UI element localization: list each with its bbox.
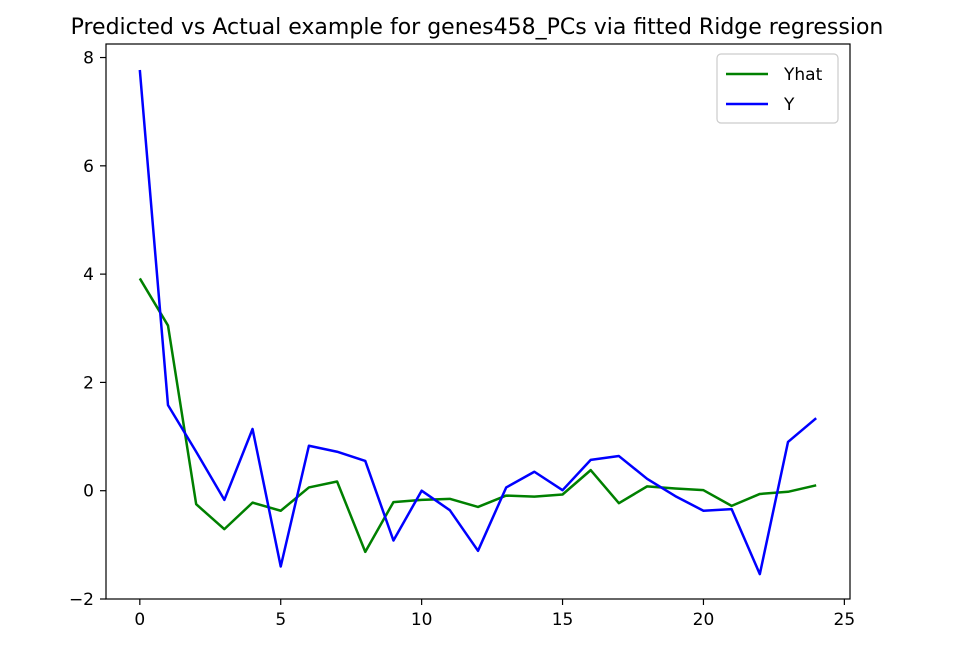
- legend: Yhat Y: [716, 53, 839, 124]
- x-tick-label: 5: [275, 610, 286, 630]
- x-tick-label: 0: [134, 610, 145, 630]
- series-line-yhat: [138, 277, 817, 554]
- ticks-layer: 0 5 10 15 20 25 −2 0 2 4 6 8: [69, 49, 855, 630]
- y-tick-label: 4: [83, 265, 94, 285]
- legend-box: [716, 53, 839, 124]
- x-tick-label: 10: [411, 610, 433, 630]
- x-tick-label: 15: [552, 610, 574, 630]
- series-layer: [138, 69, 817, 576]
- legend-label-yhat: Yhat: [783, 65, 823, 85]
- legend-label-y: Y: [783, 95, 795, 115]
- y-tick-label: 8: [83, 49, 94, 69]
- x-tick-label: 25: [834, 610, 856, 630]
- y-tick-label: 0: [83, 482, 94, 502]
- plot-area: [106, 44, 850, 599]
- x-tick-label: 20: [693, 610, 715, 630]
- plot-frame: [105, 43, 851, 600]
- series-line-y: [138, 69, 817, 576]
- chart-title: Predicted vs Actual example for genes458…: [71, 15, 884, 40]
- y-tick-label: 6: [83, 157, 94, 177]
- y-tick-label: −2: [69, 590, 94, 610]
- y-tick-label: 2: [83, 373, 94, 393]
